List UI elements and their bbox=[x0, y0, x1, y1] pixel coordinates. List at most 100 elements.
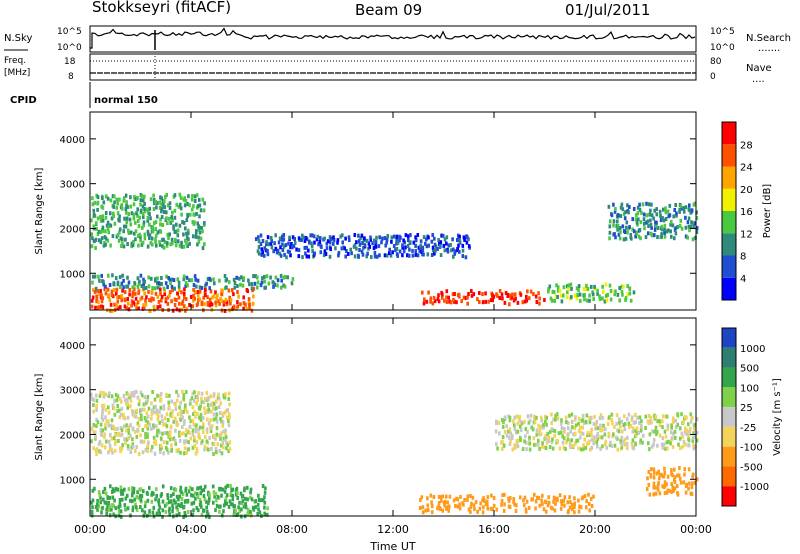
heatmap-cell bbox=[568, 413, 571, 418]
heatmap-cell bbox=[498, 296, 501, 300]
heatmap-cell bbox=[184, 284, 187, 288]
heatmap-cell bbox=[198, 425, 202, 430]
heatmap-cell bbox=[168, 500, 171, 505]
heatmap-cell bbox=[216, 494, 220, 499]
heatmap-cell bbox=[503, 502, 506, 507]
heatmap-cell bbox=[206, 295, 209, 300]
heatmap-cell bbox=[182, 421, 186, 426]
freq-frame bbox=[89, 53, 697, 81]
heatmap-cell bbox=[556, 288, 560, 293]
heatmap-cell bbox=[159, 450, 162, 454]
heatmap-cell bbox=[147, 440, 150, 445]
heatmap-cell bbox=[524, 440, 528, 445]
heatmap-cell bbox=[184, 403, 187, 408]
heatmap-cell bbox=[603, 299, 607, 304]
heatmap-cell bbox=[616, 219, 619, 224]
heatmap-cell bbox=[127, 212, 131, 217]
heatmap-cell bbox=[544, 436, 548, 441]
heatmap-cell bbox=[440, 233, 443, 238]
heatmap-cell bbox=[94, 246, 97, 250]
heatmap-cell bbox=[501, 418, 504, 422]
heatmap-cell bbox=[281, 248, 285, 252]
heatmap-cell bbox=[131, 294, 134, 299]
heatmap-cell bbox=[504, 291, 508, 295]
heatmap-cell bbox=[395, 241, 398, 246]
heatmap-cell bbox=[631, 438, 635, 443]
heatmap-cell bbox=[122, 285, 125, 290]
heatmap-cell bbox=[670, 219, 673, 224]
heatmap-cell bbox=[137, 452, 141, 456]
heatmap-cell bbox=[200, 286, 204, 290]
heatmap-cell bbox=[341, 233, 344, 238]
heatmap-cell bbox=[157, 414, 160, 419]
heatmap-cell bbox=[90, 218, 93, 223]
heatmap-cell bbox=[196, 486, 200, 491]
heatmap-cell bbox=[649, 415, 653, 420]
heatmap-cell bbox=[157, 281, 161, 286]
heatmap-cell bbox=[92, 287, 95, 292]
heatmap-cell bbox=[143, 306, 146, 311]
heatmap-cell bbox=[639, 428, 643, 433]
colorbar-tick-label: 20 bbox=[740, 185, 753, 196]
heatmap-cell bbox=[567, 287, 570, 291]
heatmap-cell bbox=[693, 201, 697, 206]
cpid-panel: CPID normal 150 bbox=[10, 82, 158, 108]
heatmap-cell bbox=[414, 238, 418, 243]
heatmap-cell bbox=[608, 443, 612, 447]
heatmap-cell bbox=[114, 439, 117, 444]
heatmap-cell bbox=[214, 300, 217, 305]
heatmap-cell bbox=[182, 244, 186, 249]
heatmap-cell bbox=[577, 428, 581, 433]
heatmap-cell bbox=[209, 394, 213, 399]
heatmap-cell bbox=[642, 212, 646, 217]
heatmap-cell bbox=[163, 205, 166, 210]
heatmap-cell bbox=[538, 296, 541, 301]
heatmap-cell bbox=[353, 254, 357, 259]
heatmap-cell bbox=[103, 445, 107, 450]
heatmap-cell bbox=[613, 209, 617, 214]
heatmap-cell bbox=[212, 412, 216, 417]
heatmap-cell bbox=[585, 499, 588, 504]
heatmap-cell bbox=[161, 499, 165, 504]
heatmap-cell bbox=[473, 507, 476, 512]
heatmap-cell bbox=[455, 496, 458, 501]
heatmap-cell bbox=[213, 407, 216, 412]
heatmap-cell bbox=[91, 196, 94, 201]
heatmap-cell bbox=[629, 423, 633, 428]
heatmap-cell bbox=[253, 281, 257, 286]
colorbar-segment bbox=[722, 347, 736, 368]
heatmap-cell bbox=[625, 220, 629, 225]
heatmap-cell bbox=[461, 243, 465, 248]
heatmap-cell bbox=[655, 432, 658, 437]
heatmap-cell bbox=[158, 409, 161, 414]
heatmap-cell bbox=[130, 244, 133, 249]
heatmap-cell bbox=[576, 438, 580, 443]
heatmap-cell bbox=[149, 298, 153, 303]
heatmap-cell bbox=[361, 252, 365, 257]
heatmap-cell bbox=[615, 413, 619, 418]
heatmap-cell bbox=[652, 437, 656, 442]
heatmap-cell bbox=[559, 506, 563, 511]
heatmap-cell bbox=[649, 223, 653, 227]
heatmap-cell bbox=[263, 275, 266, 279]
heatmap-cell bbox=[166, 241, 169, 246]
heatmap-cell bbox=[357, 233, 360, 238]
heatmap-cell bbox=[665, 490, 669, 495]
heatmap-cell bbox=[401, 253, 404, 258]
heatmap-cell bbox=[224, 428, 227, 433]
heatmap-cell bbox=[568, 505, 572, 510]
x-tick-label: 20:00 bbox=[579, 523, 611, 536]
heatmap-cell bbox=[121, 491, 125, 496]
heatmap-cell bbox=[626, 203, 629, 208]
heatmap-cell bbox=[151, 242, 154, 247]
heatmap-cell bbox=[173, 237, 177, 242]
heatmap-cell bbox=[574, 415, 577, 420]
heatmap-cell bbox=[96, 507, 99, 512]
heatmap-cell bbox=[110, 425, 114, 430]
heatmap-cell bbox=[609, 219, 612, 224]
heatmap-cell bbox=[196, 290, 200, 294]
heatmap-cell bbox=[136, 421, 140, 426]
heatmap-cell bbox=[385, 253, 389, 258]
